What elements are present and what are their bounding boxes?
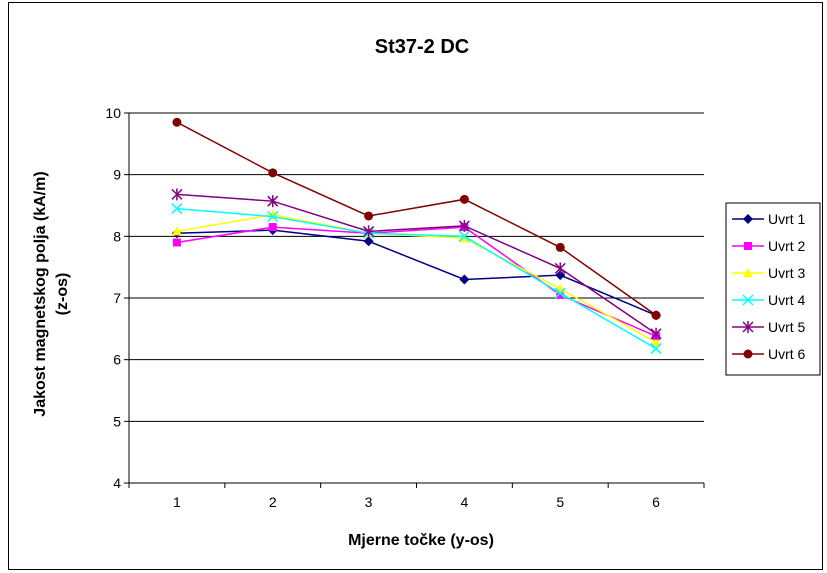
x-axis-title: Mjerne točke (y-os) — [348, 532, 494, 549]
data-point — [554, 262, 566, 275]
y-tick-label: 5 — [113, 413, 121, 429]
legend-label: Uvrt 4 — [768, 292, 806, 308]
plot-area: 4 5 6 7 8 9 10 1 2 3 4 5 6 — [105, 105, 705, 510]
legend-item: Uvrt 6 — [732, 346, 806, 362]
series-2 — [172, 223, 661, 341]
data-point — [458, 230, 470, 242]
legend-box — [725, 202, 821, 376]
data-point — [554, 287, 566, 299]
data-point — [650, 327, 662, 340]
data-point — [459, 233, 470, 243]
legend-marker — [743, 214, 753, 224]
y-tick-label: 8 — [113, 228, 121, 244]
data-point — [651, 337, 662, 347]
legend-label: Uvrt 1 — [768, 211, 806, 227]
data-point — [556, 290, 565, 299]
data-point — [650, 343, 662, 355]
y-tick-label: 6 — [113, 352, 121, 368]
data-point — [459, 194, 469, 204]
series-4 — [171, 203, 662, 355]
legend-label: Uvrt 2 — [768, 238, 806, 254]
data-point — [172, 117, 182, 127]
y-axis-title: Jakost magnetskog polja (kA/m) (z-os) — [32, 171, 71, 416]
legend-item: Uvrt 1 — [732, 211, 806, 227]
legend-marker — [744, 242, 752, 250]
x-tick-label: 3 — [365, 494, 373, 510]
legend-item: Uvrt 5 — [732, 319, 806, 335]
chart-svg: St37-2 DC 4 5 6 7 8 9 10 1 2 3 4 5 6 Mjerne točke (y… — [32, 36, 821, 549]
x-tick-label: 4 — [461, 494, 469, 510]
data-point — [268, 223, 277, 232]
data-point — [363, 236, 374, 247]
x-tick-label: 2 — [269, 494, 277, 510]
data-point — [171, 203, 183, 215]
series-line — [176, 193, 657, 335]
legend-label: Uvrt 3 — [768, 265, 806, 281]
y-tick-label: 7 — [113, 290, 121, 306]
x-tick-label: 6 — [652, 494, 660, 510]
data-point — [555, 242, 565, 252]
legend-label: Uvrt 6 — [768, 346, 806, 362]
data-point — [171, 226, 182, 236]
data-point — [172, 238, 181, 247]
data-point — [267, 211, 279, 223]
data-point — [364, 211, 374, 221]
data-point — [268, 168, 278, 178]
data-point — [651, 310, 661, 320]
data-point — [458, 219, 470, 232]
x-tick-label: 1 — [173, 494, 181, 510]
legend-marker — [742, 321, 754, 333]
legend-label: Uvrt 5 — [768, 319, 806, 335]
series-line — [176, 226, 657, 337]
y-axis-title-line2: (z-os) — [54, 273, 71, 316]
chart-frame: St37-2 DC 4 5 6 7 8 9 10 1 2 3 4 5 6 Mjerne točke (y… — [8, 2, 823, 570]
legend-marker — [743, 268, 753, 277]
legend-item: Uvrt 4 — [732, 292, 806, 308]
series-line — [176, 213, 657, 344]
data-point — [459, 274, 470, 285]
legend-marker — [742, 294, 754, 306]
data-point — [555, 270, 566, 281]
legend-item: Uvrt 2 — [732, 238, 806, 254]
legend: Uvrt 1 Uvrt 2 Uvrt 3 Uvrt 4 Uvrt 5 Uvrt 6 — [725, 202, 821, 376]
legend-marker — [743, 349, 753, 359]
series-5 — [171, 188, 662, 340]
data-point — [267, 195, 279, 208]
y-axis-title-line1: Jakost magnetskog polja (kA/m) — [32, 171, 49, 416]
data-point — [171, 188, 183, 201]
legend-item: Uvrt 3 — [732, 265, 806, 281]
x-tick-label: 5 — [556, 494, 564, 510]
y-tick-label: 9 — [113, 167, 121, 183]
y-tick-label: 10 — [105, 105, 121, 121]
series-line — [176, 229, 657, 316]
series-line — [176, 207, 657, 350]
series-6 — [172, 117, 661, 320]
series-line — [176, 121, 657, 316]
y-tick-label: 4 — [113, 475, 121, 491]
chart-title: St37-2 DC — [375, 36, 469, 58]
data-point — [363, 225, 375, 238]
